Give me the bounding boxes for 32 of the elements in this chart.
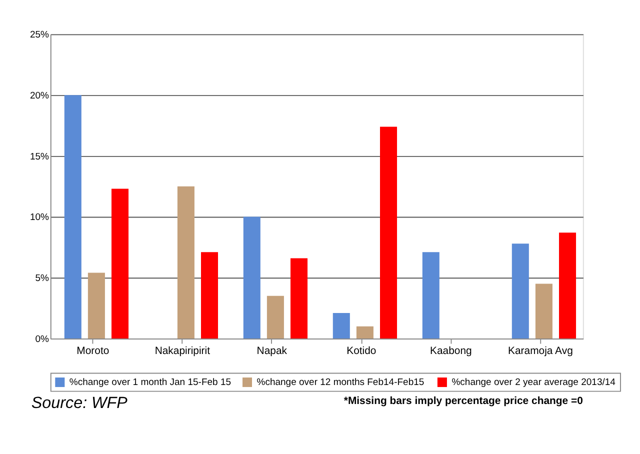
y-tick-label: 5%	[35, 272, 50, 284]
bar	[64, 95, 82, 339]
legend-label: %change over 2 year average 2013/14	[452, 377, 616, 388]
y-tick-label: 15%	[30, 151, 50, 162]
source-note: Source: WFP	[31, 394, 128, 412]
bar	[200, 252, 218, 339]
bar	[332, 312, 350, 339]
y-tick-label: 0%	[35, 334, 50, 345]
bar	[559, 232, 576, 339]
x-tick-label: Karamoja Avg	[508, 346, 574, 358]
bar	[422, 252, 440, 339]
bar	[356, 326, 374, 339]
x-tick-label: Moroto	[76, 346, 110, 358]
x-tick-label: Napak	[256, 346, 288, 358]
x-tick-label: Kotido	[346, 346, 376, 358]
legend-label: %change over 12 months Feb14-Feb15	[256, 377, 424, 388]
x-tick-label: Nakapiripirit	[154, 346, 210, 358]
bar	[512, 244, 529, 339]
y-tick-label: 10%	[30, 212, 50, 224]
bar	[111, 188, 129, 339]
y-tick-label: 25%	[30, 30, 50, 41]
bar	[380, 126, 398, 339]
bar	[88, 272, 105, 339]
x-tick-label: Kaabong	[430, 346, 472, 358]
bar	[535, 284, 552, 339]
bar	[266, 296, 284, 339]
bar	[177, 186, 194, 339]
bar	[290, 258, 308, 339]
bar	[243, 216, 260, 339]
legend-label: %change over 1 month Jan 15-Feb 15	[69, 377, 232, 388]
y-tick-label: 20%	[30, 90, 50, 102]
text: *Missing bars imply percentage price change =0	[344, 396, 584, 408]
